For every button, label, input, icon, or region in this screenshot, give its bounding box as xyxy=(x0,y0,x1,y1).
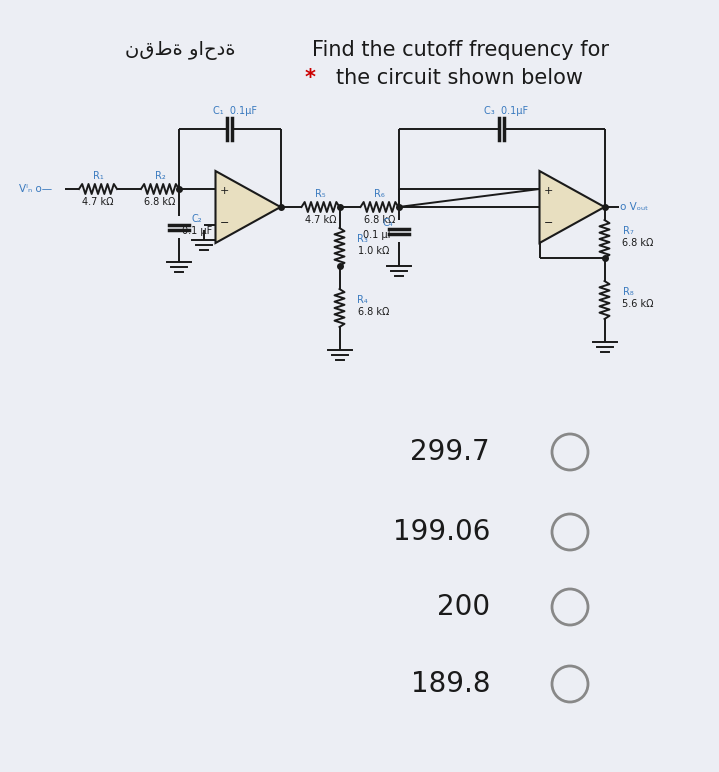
Text: 199.06: 199.06 xyxy=(393,518,490,546)
Text: 6.8 kΩ: 6.8 kΩ xyxy=(623,238,654,248)
Text: C₃  0.1μF: C₃ 0.1μF xyxy=(485,106,528,116)
Text: R₂: R₂ xyxy=(155,171,165,181)
Text: Find the cutoff frequency for: Find the cutoff frequency for xyxy=(311,40,608,60)
Text: the circuit shown below: the circuit shown below xyxy=(336,68,584,88)
Text: −: − xyxy=(544,218,553,228)
Text: R₈: R₈ xyxy=(623,287,633,297)
Text: C₄: C₄ xyxy=(383,218,393,228)
Text: −: − xyxy=(220,218,229,228)
Text: R₁: R₁ xyxy=(93,171,104,181)
Text: 189.8: 189.8 xyxy=(411,670,490,698)
Text: +: + xyxy=(220,186,229,196)
Text: 6.8 kΩ: 6.8 kΩ xyxy=(364,215,395,225)
Text: R₃: R₃ xyxy=(357,234,368,244)
Text: R₆: R₆ xyxy=(374,189,385,199)
Polygon shape xyxy=(539,171,605,243)
Text: 6.8 kΩ: 6.8 kΩ xyxy=(357,307,389,317)
Polygon shape xyxy=(216,171,280,243)
Text: 5.6 kΩ: 5.6 kΩ xyxy=(623,299,654,309)
Text: نقطة واحدة: نقطة واحدة xyxy=(125,40,235,59)
Text: 0.1 μF: 0.1 μF xyxy=(363,230,393,240)
Text: R₇: R₇ xyxy=(623,226,633,236)
Text: 1.0 kΩ: 1.0 kΩ xyxy=(357,246,389,256)
Text: 299.7: 299.7 xyxy=(411,438,490,466)
Text: 0.1 μF: 0.1 μF xyxy=(182,226,212,236)
Text: Vᴵₙ o—: Vᴵₙ o— xyxy=(19,184,52,194)
Text: C₂: C₂ xyxy=(192,214,202,224)
Text: *: * xyxy=(305,68,316,88)
Text: +: + xyxy=(544,186,553,196)
Text: 4.7 kΩ: 4.7 kΩ xyxy=(82,197,114,207)
Text: o Vₒᵤₜ: o Vₒᵤₜ xyxy=(620,202,649,212)
Text: 4.7 kΩ: 4.7 kΩ xyxy=(305,215,336,225)
Text: 200: 200 xyxy=(437,593,490,621)
Text: R₄: R₄ xyxy=(357,295,368,305)
Text: R₅: R₅ xyxy=(315,189,326,199)
Text: C₁  0.1μF: C₁ 0.1μF xyxy=(213,106,257,116)
Text: 6.8 kΩ: 6.8 kΩ xyxy=(145,197,175,207)
